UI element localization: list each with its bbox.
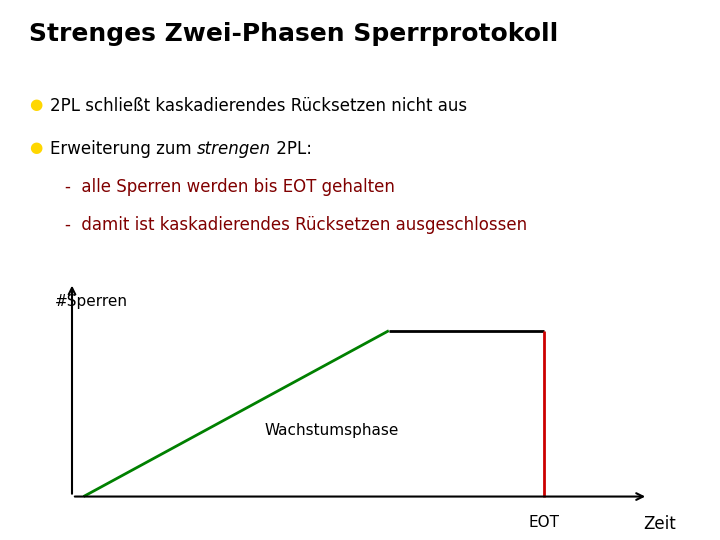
Text: 2PL:: 2PL: <box>271 140 312 158</box>
Text: Wachstumsphase: Wachstumsphase <box>264 423 398 438</box>
Text: ●: ● <box>29 140 42 156</box>
Text: strengen: strengen <box>197 140 271 158</box>
Text: Erweiterung zum: Erweiterung zum <box>50 140 197 158</box>
Text: -  alle Sperren werden bis EOT gehalten: - alle Sperren werden bis EOT gehalten <box>65 178 395 196</box>
Text: -  damit ist kaskadierendes Rücksetzen ausgeschlossen: - damit ist kaskadierendes Rücksetzen au… <box>65 216 527 234</box>
Text: Zeit: Zeit <box>643 515 676 533</box>
Text: #Sperren: #Sperren <box>55 294 127 309</box>
Text: Strenges Zwei-Phasen Sperrprotokoll: Strenges Zwei-Phasen Sperrprotokoll <box>29 22 558 45</box>
Text: ●: ● <box>29 97 42 112</box>
Text: EOT: EOT <box>528 515 560 530</box>
Text: 2PL schließt kaskadierendes Rücksetzen nicht aus: 2PL schließt kaskadierendes Rücksetzen n… <box>50 97 467 115</box>
